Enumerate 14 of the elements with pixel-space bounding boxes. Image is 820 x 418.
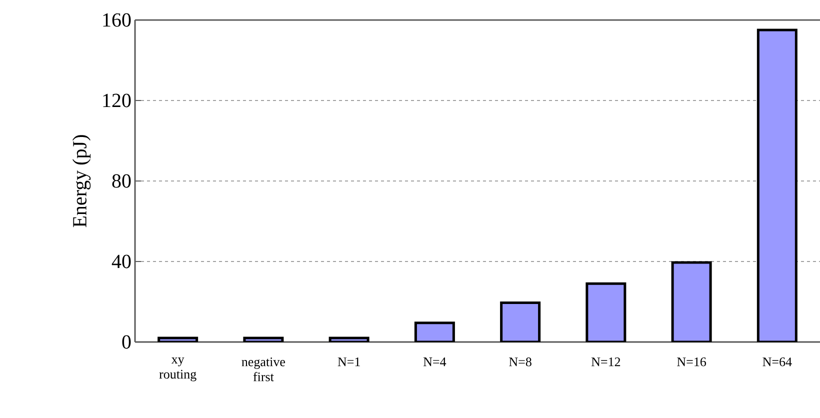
y-axis-title: Energy (pJ) [72,135,91,228]
y-tick-label: 160 [103,13,131,27]
y-tick-label: 120 [103,94,131,108]
x-tick-label: N=1 [338,358,360,366]
x-tick-label: N=8 [509,358,532,366]
y-tick-label: 40 [112,254,131,268]
x-tick-label: N=12 [591,358,620,366]
x-tick-label: xy routing [159,358,196,382]
x-tick-label: N=4 [423,358,446,366]
x-tick-label: N=16 [677,358,706,366]
y-tick-label: 80 [112,174,131,188]
y-tick-label: 0 [122,335,131,349]
x-tick-label: N=64 [762,358,792,366]
x-tick-label: negative first [242,358,286,382]
